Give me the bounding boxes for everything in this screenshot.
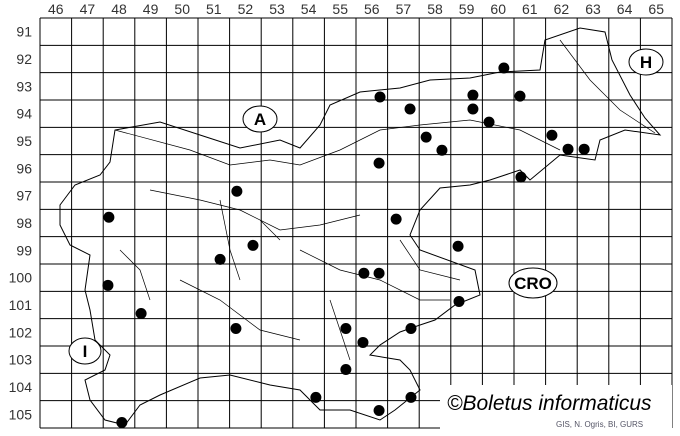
record-dot xyxy=(436,144,448,156)
record-dot xyxy=(230,323,242,335)
column-label: 59 xyxy=(459,1,475,17)
copyright-text: ©Boletus informaticus xyxy=(447,392,652,415)
record-dot xyxy=(247,239,259,251)
column-label: 47 xyxy=(80,1,96,17)
column-label: 54 xyxy=(301,1,317,17)
record-dot xyxy=(135,307,147,319)
label-hungary: H xyxy=(640,53,652,72)
records xyxy=(102,62,590,429)
record-dot xyxy=(420,131,432,143)
record-dot xyxy=(453,295,465,307)
label-italy: I xyxy=(83,342,88,361)
record-dot xyxy=(340,364,352,376)
record-dot xyxy=(452,240,464,252)
row-label: 104 xyxy=(9,379,33,395)
label-austria: A xyxy=(254,110,266,129)
column-label: 65 xyxy=(648,1,664,17)
row-label: 97 xyxy=(16,188,32,204)
record-dot xyxy=(515,171,527,183)
row-label: 100 xyxy=(9,270,33,286)
country-border xyxy=(59,27,662,426)
record-dot xyxy=(467,103,479,115)
record-dot xyxy=(373,405,385,417)
column-label: 50 xyxy=(174,1,190,17)
record-dot xyxy=(374,91,386,103)
column-label: 55 xyxy=(332,1,348,17)
record-dot xyxy=(116,417,128,429)
row-label: 99 xyxy=(16,242,32,258)
column-label: 53 xyxy=(269,1,285,17)
column-label: 57 xyxy=(396,1,412,17)
row-label: 96 xyxy=(16,160,32,176)
record-dot xyxy=(357,336,369,348)
row-label: 93 xyxy=(16,78,32,94)
record-dot xyxy=(483,116,495,128)
record-dot xyxy=(404,103,416,115)
river xyxy=(114,39,656,361)
record-dot xyxy=(340,323,352,335)
column-label: 46 xyxy=(48,1,64,17)
label-croatia: CRO xyxy=(514,274,552,293)
record-dot xyxy=(310,391,322,403)
column-label: 63 xyxy=(585,1,601,17)
record-dot xyxy=(358,267,370,279)
column-label: 62 xyxy=(554,1,570,17)
column-labels: 46 47 48 49 50 51 52 53 54 55 56 57 58 59 60 61 62 63 64 65 xyxy=(48,1,664,17)
column-label: 61 xyxy=(522,1,538,17)
column-label: 56 xyxy=(364,1,380,17)
row-label: 95 xyxy=(16,133,32,149)
column-label: 64 xyxy=(617,1,633,17)
record-dot xyxy=(405,323,417,335)
row-label: 94 xyxy=(16,106,32,122)
record-dot xyxy=(405,391,417,403)
column-label: 60 xyxy=(490,1,506,17)
record-dot xyxy=(102,279,114,291)
row-label: 105 xyxy=(9,406,33,422)
record-dot xyxy=(231,185,243,197)
record-dot xyxy=(467,89,479,101)
record-dot xyxy=(103,211,115,223)
row-label: 102 xyxy=(9,324,33,340)
record-dot xyxy=(390,213,402,225)
row-label: 91 xyxy=(16,24,32,40)
record-dot xyxy=(214,253,226,265)
column-label: 52 xyxy=(238,1,254,17)
record-dot xyxy=(546,129,558,141)
record-dot xyxy=(562,143,574,155)
credit-text: GIS, N. Ogris, BI, GURS xyxy=(556,420,643,429)
record-dot xyxy=(373,267,385,279)
record-dot xyxy=(498,62,510,74)
record-dot xyxy=(514,90,526,102)
record-dot xyxy=(578,143,590,155)
record-dot xyxy=(373,157,385,169)
column-label: 48 xyxy=(111,1,127,17)
row-label: 98 xyxy=(16,215,32,231)
row-label: 92 xyxy=(16,51,32,67)
grid xyxy=(39,17,673,429)
column-label: 58 xyxy=(427,1,443,17)
column-label: 51 xyxy=(206,1,222,17)
row-label: 101 xyxy=(9,297,33,313)
row-label: 103 xyxy=(9,352,33,368)
row-labels: 91 92 93 94 95 96 97 98 99 100 101 102 103 104 105 xyxy=(9,24,33,423)
column-label: 49 xyxy=(143,1,159,17)
